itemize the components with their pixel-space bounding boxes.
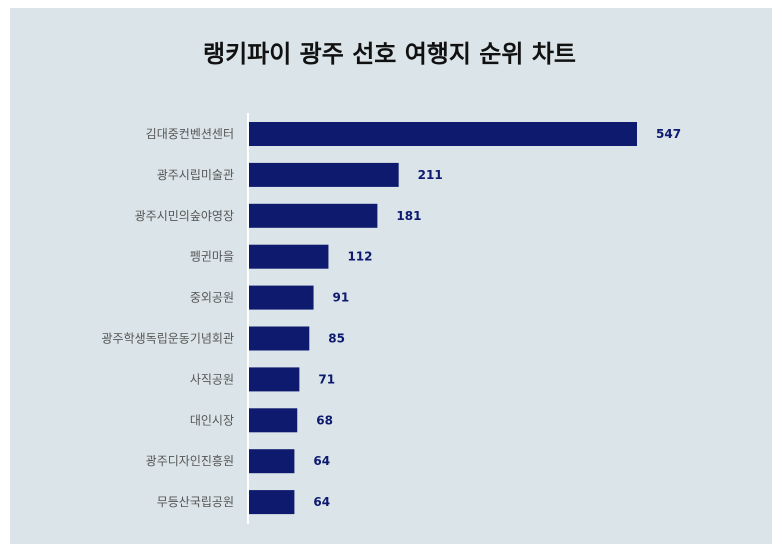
chart-panel [10, 8, 772, 544]
category-label: 광주시민의숲야영장 [135, 209, 234, 223]
value-label: 211 [418, 168, 443, 182]
value-label: 91 [333, 291, 350, 305]
value-label: 71 [318, 372, 335, 386]
bar [249, 285, 314, 310]
bar [249, 490, 295, 515]
value-label: 181 [396, 209, 421, 223]
value-label: 547 [656, 127, 681, 141]
value-label: 64 [313, 495, 330, 509]
bar [249, 408, 298, 433]
category-label: 김대중컨벤션센터 [146, 127, 234, 141]
bar [249, 203, 378, 228]
bar [249, 244, 329, 269]
bar [249, 449, 295, 474]
category-label: 광주학생독립운동기념회관 [102, 332, 234, 346]
value-label: 112 [347, 250, 372, 264]
category-label: 광주시립미술관 [157, 168, 234, 182]
value-label: 68 [316, 413, 333, 427]
bar [249, 367, 300, 392]
bar [249, 326, 310, 351]
bar [249, 122, 637, 146]
category-label: 광주디자인진흥원 [146, 454, 234, 468]
chart-title: 랭키파이 광주 선호 여행지 순위 차트 [203, 40, 576, 68]
category-label: 사직공원 [190, 372, 234, 386]
category-label: 무등산국립공원 [157, 495, 234, 509]
bar [249, 162, 399, 187]
category-label: 펭귄마을 [190, 250, 234, 264]
category-label: 중외공원 [190, 291, 234, 305]
value-label: 64 [313, 454, 330, 468]
category-label: 대인시장 [190, 413, 234, 427]
value-label: 85 [328, 332, 345, 346]
